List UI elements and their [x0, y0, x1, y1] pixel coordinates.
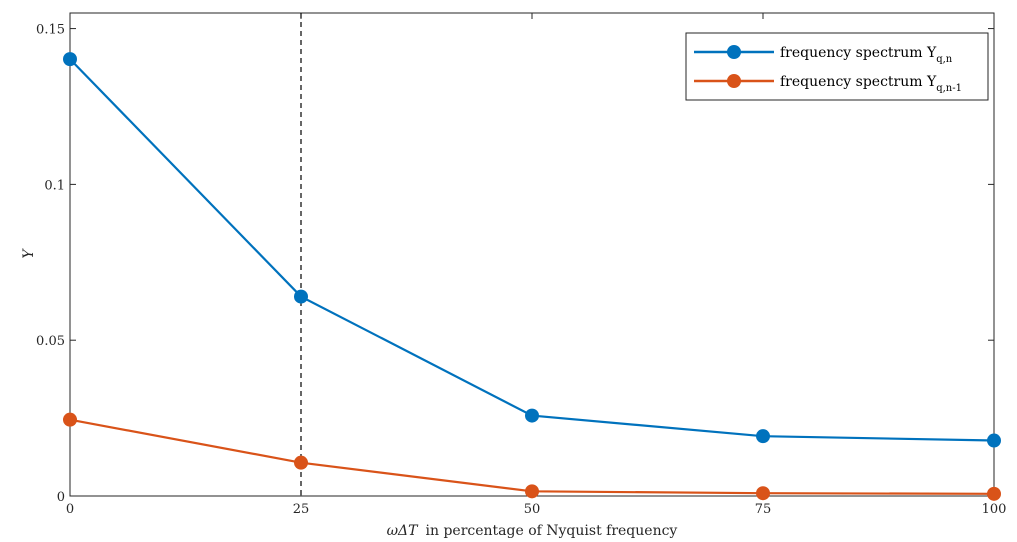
legend-label-2-sub: q,n-1	[936, 83, 962, 94]
x-tick-label: 75	[755, 502, 772, 517]
x-axis-label: ωΔT in percentage of Nyquist frequency	[387, 523, 678, 539]
x-axis-symbol: ωΔT	[387, 523, 420, 539]
legend-label-1-sub: q,n	[936, 54, 953, 65]
legend-marker-1	[727, 45, 741, 59]
y-tick-label: 0	[57, 490, 65, 505]
series-1-point	[525, 408, 539, 423]
y-axis-label: Y	[21, 248, 37, 259]
series-1-point	[756, 429, 770, 444]
legend-label-1-base: frequency spectrum Y	[780, 45, 937, 61]
series-2-point	[987, 486, 1001, 501]
x-axis-text: in percentage of Nyquist frequency	[426, 523, 678, 539]
x-tick-label: 25	[293, 502, 310, 517]
legend-label-2-base: frequency spectrum Y	[780, 74, 937, 90]
series-2-point	[756, 486, 770, 501]
legend: frequency spectrum Yq,n frequency spectr…	[685, 32, 989, 101]
legend-entry-2: frequency spectrum Yq,n-1	[694, 74, 962, 94]
series-2-point	[294, 455, 308, 470]
x-tick-label: 50	[524, 502, 541, 517]
legend-label-1: frequency spectrum Yq,n	[780, 45, 953, 65]
x-tick-label: 0	[66, 502, 74, 517]
series-2-point	[63, 412, 77, 427]
legend-box	[685, 32, 989, 101]
series-1-point	[294, 289, 308, 304]
y-tick-label: 0.15	[36, 23, 65, 38]
y-tick-label: 0.1	[44, 178, 65, 193]
series-1-point	[63, 52, 77, 67]
legend-entry-1: frequency spectrum Yq,n	[694, 45, 953, 65]
legend-marker-2	[727, 74, 741, 88]
series-2-point	[525, 484, 539, 499]
series-1-point	[987, 433, 1001, 448]
series-layer	[63, 52, 1001, 501]
y-tick-label: 0.05	[36, 334, 65, 349]
legend-label-2: frequency spectrum Yq,n-1	[780, 74, 962, 94]
x-tick-label: 100	[982, 502, 1007, 517]
